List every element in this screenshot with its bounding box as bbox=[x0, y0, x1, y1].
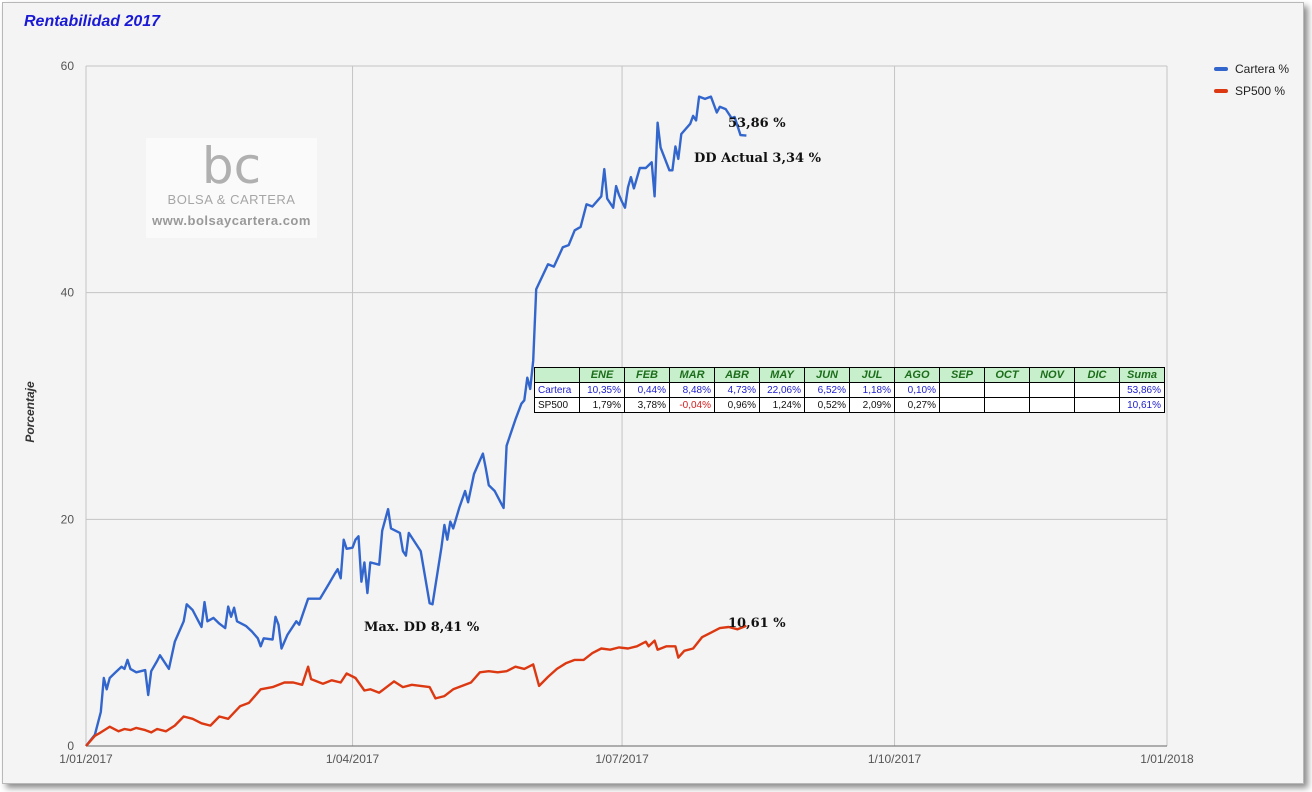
legend-item-sp500[interactable]: SP500 % bbox=[1214, 80, 1289, 102]
table-cell bbox=[939, 382, 985, 398]
legend-swatch-icon bbox=[1214, 89, 1228, 93]
table-cell: 22,06% bbox=[759, 382, 805, 398]
table-row-label: Cartera bbox=[534, 382, 580, 398]
table-header-cell bbox=[534, 367, 580, 383]
table-cell: 2,09% bbox=[849, 397, 895, 413]
watermark-url: www.bolsaycartera.com bbox=[152, 213, 311, 228]
table-cell: 10,61% bbox=[1119, 397, 1165, 413]
x-tick-label: 1/07/2017 bbox=[595, 752, 649, 766]
legend-label: SP500 % bbox=[1235, 84, 1286, 98]
watermark-name: BOLSA & CARTERA bbox=[167, 192, 296, 207]
table-cell bbox=[984, 382, 1030, 398]
table-cell: 0,96% bbox=[714, 397, 760, 413]
table-cell: 8,48% bbox=[669, 382, 715, 398]
x-tick-label: 1/01/2017 bbox=[59, 752, 113, 766]
watermark: bc BOLSA & CARTERA www.bolsaycartera.com bbox=[146, 138, 317, 238]
table-header-cell: MAY bbox=[759, 367, 805, 383]
table-cell bbox=[939, 397, 985, 413]
y-tick-label: 40 bbox=[61, 286, 75, 300]
table-header-cell: MAR bbox=[669, 367, 715, 383]
table-cell: 6,52% bbox=[804, 382, 850, 398]
table-cell: 1,18% bbox=[849, 382, 895, 398]
table-header-cell: JUN bbox=[804, 367, 850, 383]
legend-item-cartera[interactable]: Cartera % bbox=[1214, 58, 1289, 80]
table-cell: 1,24% bbox=[759, 397, 805, 413]
series-lines bbox=[85, 95, 747, 747]
monthly-returns-table: ENE FEB MAR ABR MAY JUN JUL AGO SEP OCT … bbox=[534, 367, 1165, 413]
table-header-cell: FEB bbox=[624, 367, 670, 383]
x-tick-label: 1/10/2017 bbox=[868, 752, 922, 766]
legend-label: Cartera % bbox=[1235, 62, 1290, 76]
legend: Cartera % SP500 % bbox=[1214, 58, 1289, 102]
table-cell: 0,52% bbox=[804, 397, 850, 413]
table-row-label: SP500 bbox=[534, 397, 580, 413]
table-header-cell: DIC bbox=[1074, 367, 1120, 383]
table-cell: 3,78% bbox=[624, 397, 670, 413]
table-cell: 0,44% bbox=[624, 382, 670, 398]
table-cell bbox=[1029, 397, 1075, 413]
table-header-cell: ENE bbox=[579, 367, 625, 383]
annotation-sp500-final: 10,61 % bbox=[728, 616, 786, 631]
series-line-cartera bbox=[85, 95, 747, 747]
annotation-max-dd: Max. DD 8,41 % bbox=[364, 620, 480, 635]
table-header-cell: JUL bbox=[849, 367, 895, 383]
chart-title: Rentabilidad 2017 bbox=[24, 13, 161, 30]
legend-swatch-icon bbox=[1214, 67, 1228, 71]
series-line-sp500 bbox=[85, 624, 747, 747]
table-header-cell: AGO bbox=[894, 367, 940, 383]
table-cell: 4,73% bbox=[714, 382, 760, 398]
table-cell: 0,27% bbox=[894, 397, 940, 413]
table-cell bbox=[1074, 397, 1120, 413]
table-header-cell: Suma bbox=[1119, 367, 1165, 383]
table-header-cell: ABR bbox=[714, 367, 760, 383]
table-cell: 10,35% bbox=[579, 382, 625, 398]
y-tick-label: 60 bbox=[61, 59, 75, 73]
table-cell bbox=[1029, 382, 1075, 398]
table-cell: -0,04% bbox=[669, 397, 715, 413]
table-cell: 1,79% bbox=[579, 397, 625, 413]
table-cell bbox=[1074, 382, 1120, 398]
table-cell bbox=[984, 397, 1030, 413]
table-cell: 53,86% bbox=[1119, 382, 1165, 398]
table-row-sp500: SP500 1,79% 3,78% -0,04% 0,96% 1,24% 0,5… bbox=[534, 397, 1165, 413]
x-tick-label: 1/01/2018 bbox=[1140, 752, 1194, 766]
y-tick-label: 0 bbox=[67, 739, 74, 753]
annotation-cartera-final: 53,86 % bbox=[728, 116, 786, 131]
annotation-dd-actual: DD Actual 3,34 % bbox=[694, 151, 821, 166]
table-header-cell: SEP bbox=[939, 367, 985, 383]
watermark-logo: bc bbox=[201, 137, 262, 195]
table-cell: 0,10% bbox=[894, 382, 940, 398]
table-header-cell: OCT bbox=[984, 367, 1030, 383]
y-tick-label: 20 bbox=[61, 512, 75, 526]
y-axis-label: Porcentaje bbox=[23, 381, 37, 443]
table-header-row: ENE FEB MAR ABR MAY JUN JUL AGO SEP OCT … bbox=[534, 367, 1165, 383]
table-header-cell: NOV bbox=[1029, 367, 1075, 383]
x-tick-label: 1/04/2017 bbox=[326, 752, 380, 766]
table-row-cartera: Cartera 10,35% 0,44% 8,48% 4,73% 22,06% … bbox=[534, 382, 1165, 398]
axis-ticks: 0 20 40 60 1/01/2017 1/04/2017 1/07/2017 1/10/2… bbox=[59, 59, 1194, 766]
